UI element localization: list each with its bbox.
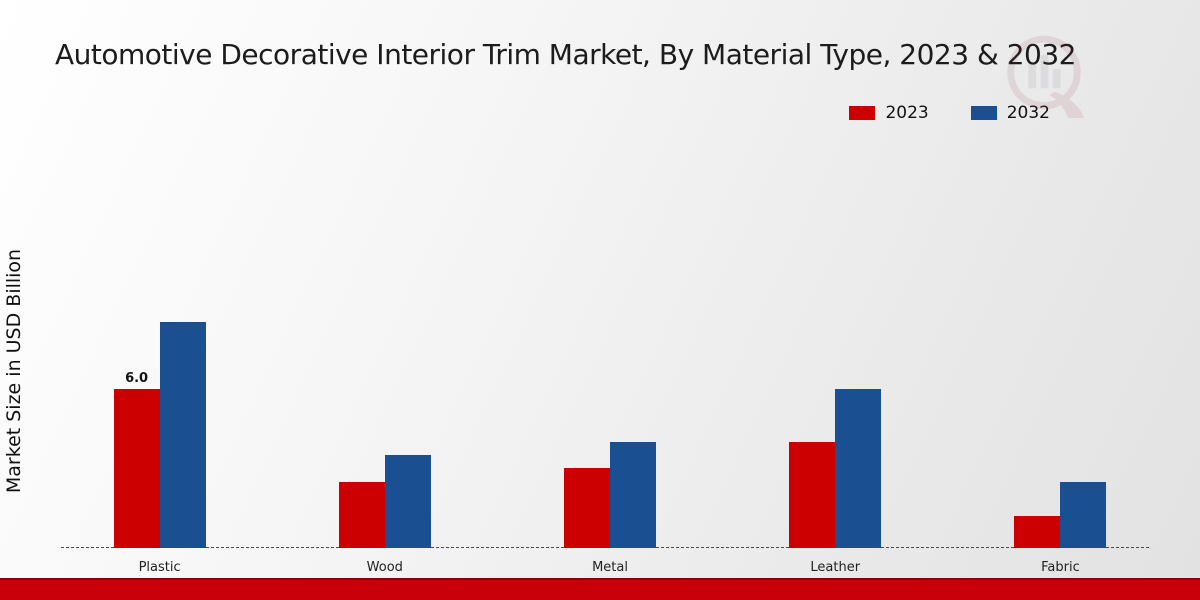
bar-value-label-plastic: 6.0 <box>125 370 149 386</box>
bar-group-plastic: 6.0 Plastic <box>47 150 272 575</box>
chart-title: Automotive Decorative Interior Trim Mark… <box>55 38 1076 71</box>
bar-2032-metal <box>610 441 656 548</box>
x-tick-label-fabric: Fabric <box>1041 560 1080 575</box>
bar-2032-wood <box>384 455 431 548</box>
legend-swatch-2032 <box>970 106 997 120</box>
x-tick-label-metal: Metal <box>592 560 628 575</box>
bars-metal <box>564 441 656 548</box>
y-axis-label: Market Size in USD Billion <box>3 248 25 494</box>
legend-item-2032: 2032 <box>970 103 1050 123</box>
bars-plastic: 6.0 <box>113 322 206 548</box>
x-tick-label-leather: Leather <box>810 560 861 575</box>
x-tick-label-wood: Wood <box>366 560 403 575</box>
bar-2023-wood <box>338 481 385 548</box>
legend-label-2032: 2032 <box>1006 103 1050 123</box>
bar-group-wood: Wood <box>272 150 497 575</box>
legend-item-2023: 2023 <box>849 103 929 123</box>
bar-group-metal: Metal <box>497 150 722 575</box>
bars-fabric <box>1014 481 1107 548</box>
bar-2023-metal <box>564 468 610 548</box>
legend: 2023 2032 <box>849 103 1050 123</box>
bar-2032-plastic <box>159 322 206 548</box>
footer-bar <box>0 578 1200 600</box>
legend-swatch-2023 <box>849 106 876 120</box>
plot-area: 6.0 Plastic Wood Metal Leather Fabric <box>47 150 1173 575</box>
bar-2023-leather <box>789 441 836 548</box>
x-tick-label-plastic: Plastic <box>138 560 181 575</box>
bar-2032-leather <box>835 388 882 548</box>
bar-group-leather: Leather <box>723 150 948 575</box>
bar-group-fabric: Fabric <box>948 150 1173 575</box>
bar-2023-fabric <box>1014 516 1061 548</box>
legend-label-2023: 2023 <box>885 103 929 123</box>
bars-wood <box>338 455 431 548</box>
bar-2032-fabric <box>1060 481 1107 548</box>
bars-leather <box>789 388 882 548</box>
bar-2023-plastic: 6.0 <box>113 371 160 548</box>
